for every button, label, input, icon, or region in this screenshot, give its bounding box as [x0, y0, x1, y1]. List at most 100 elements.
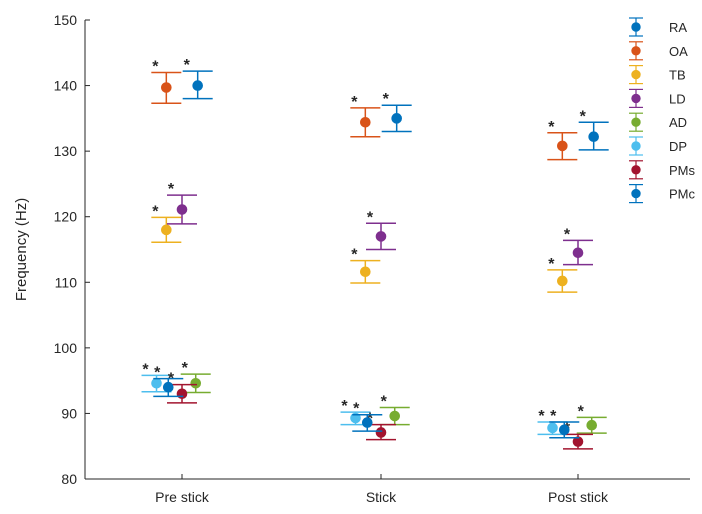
significance-star: *	[353, 401, 360, 418]
errorbar-OA: *	[350, 94, 381, 138]
legend-label: OA	[669, 44, 688, 59]
legend-marker	[631, 165, 641, 175]
legend-label: PMc	[669, 187, 696, 202]
errorbar-RA: *	[182, 57, 213, 100]
y-tick-label: 90	[61, 405, 77, 421]
data-point	[375, 231, 387, 242]
legend-item-LD: LD	[629, 88, 686, 109]
legend-marker	[631, 46, 641, 56]
significance-star: *	[550, 408, 557, 425]
significance-star: *	[184, 57, 191, 74]
y-tick-label: 120	[54, 209, 78, 225]
data-point	[557, 275, 568, 287]
data-point	[557, 140, 568, 152]
errorbar-PMc: *	[549, 408, 580, 439]
legend-item-TB: TB	[629, 64, 686, 85]
data-point	[391, 113, 402, 124]
y-tick-label: 140	[54, 78, 78, 94]
errorbar-TB: *	[350, 247, 381, 284]
axes	[84, 20, 690, 480]
significance-star: *	[580, 108, 587, 125]
legend-item-RA: RA	[629, 17, 687, 37]
data-point	[361, 417, 373, 428]
errorbar-TB: *	[547, 256, 578, 293]
significance-star: *	[152, 58, 159, 75]
errorbar-LD: *	[563, 226, 593, 266]
legend-label: LD	[669, 91, 686, 106]
x-tick-label: Pre stick	[155, 489, 210, 505]
x-tick-label: Post stick	[548, 489, 609, 505]
significance-star: *	[538, 408, 545, 425]
data-point	[572, 436, 584, 447]
legend: RA OA TB LD AD DP PMs PMc	[629, 17, 696, 204]
data-point	[162, 381, 174, 393]
y-axis-label: Frequency (Hz)	[13, 198, 30, 301]
significance-star: *	[351, 247, 358, 264]
data-point	[375, 427, 387, 438]
errorbar-AD: *	[180, 360, 211, 394]
legend-marker	[631, 22, 641, 32]
legend-marker	[631, 117, 641, 127]
legend-label: RA	[669, 20, 687, 35]
data-point	[192, 80, 203, 91]
y-tick-label: 110	[55, 274, 78, 290]
errorbar-RA: *	[381, 91, 412, 133]
errorbar-LD: *	[366, 209, 396, 251]
y-tick-label: 130	[54, 143, 78, 159]
x-ticks: Pre stick Stick Post stick	[155, 474, 609, 505]
data-point	[190, 377, 202, 389]
significance-star: *	[381, 394, 388, 411]
data-point	[547, 422, 558, 434]
legend-item-PMs: PMs	[629, 160, 696, 180]
data-marks: ************************	[141, 57, 609, 450]
errorbar-OA: *	[151, 58, 182, 105]
legend-label: DP	[669, 139, 687, 154]
significance-star: *	[152, 203, 159, 220]
y-ticks: 80 90 100 110 120 130 140 150	[54, 12, 90, 487]
legend-item-PMc: PMc	[629, 184, 696, 204]
data-point	[161, 82, 172, 93]
data-point	[161, 224, 172, 236]
data-point	[360, 116, 371, 128]
data-point	[350, 412, 361, 424]
significance-star: *	[548, 256, 555, 273]
legend-label: AD	[669, 115, 687, 130]
significance-star: *	[341, 398, 348, 415]
errorbar-PMc: *	[352, 401, 383, 432]
legend-item-AD: AD	[629, 112, 687, 132]
errorbar-AD: *	[576, 403, 607, 434]
y-tick-label: 80	[61, 471, 77, 487]
legend-marker	[631, 69, 641, 80]
significance-star: *	[367, 209, 374, 226]
errorbar-RA: *	[578, 108, 609, 151]
significance-star: *	[142, 361, 149, 378]
errorbar-AD: *	[379, 394, 410, 426]
data-point	[588, 131, 599, 143]
errorbar-LD: *	[167, 181, 197, 225]
data-point	[586, 419, 598, 431]
significance-star: *	[168, 181, 175, 198]
data-point	[360, 266, 371, 278]
significance-star: *	[578, 403, 585, 420]
errorbar-OA: *	[547, 119, 578, 161]
legend-marker	[631, 141, 641, 151]
y-tick-label: 150	[54, 12, 78, 28]
legend-label: TB	[669, 68, 686, 83]
data-point	[176, 204, 188, 215]
legend-marker	[631, 188, 641, 199]
errorbar-PMc: *	[153, 365, 184, 398]
significance-star: *	[564, 226, 571, 243]
x-tick-label: Stick	[366, 489, 397, 505]
errorbar-DP: *	[141, 361, 172, 393]
legend-item-DP: DP	[629, 136, 687, 156]
y-tick-label: 100	[54, 340, 78, 356]
legend-item-OA: OA	[629, 41, 688, 61]
data-point	[558, 424, 570, 436]
data-point	[389, 410, 401, 422]
significance-star: *	[154, 365, 161, 382]
errorbar-TB: *	[151, 203, 182, 244]
data-point	[572, 247, 584, 259]
legend-label: PMs	[669, 163, 696, 178]
